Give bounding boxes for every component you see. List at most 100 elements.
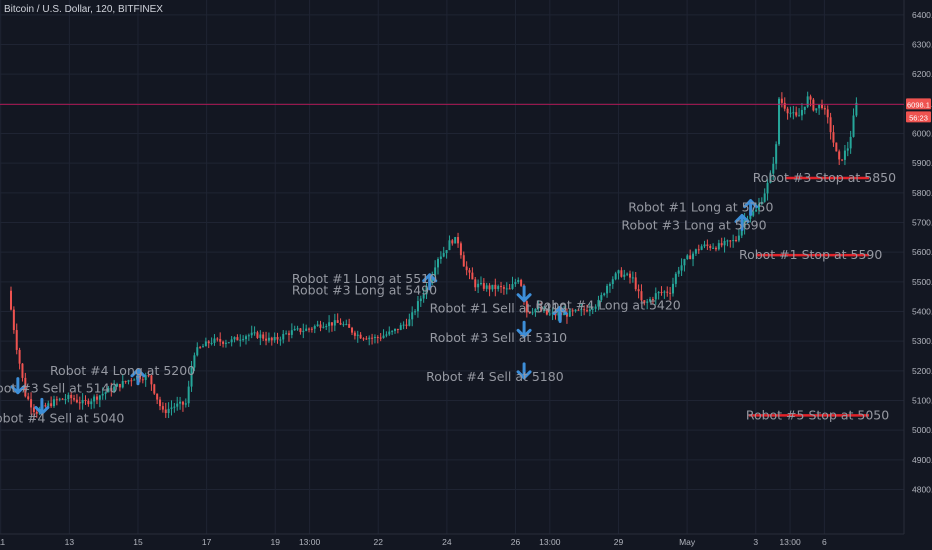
candle-body [116, 383, 119, 387]
arrow-head [34, 405, 50, 415]
candle-body [239, 339, 242, 341]
candle-body [190, 367, 193, 387]
arrow-up-icon [734, 214, 750, 231]
candle-body [654, 293, 657, 300]
x-tick-label: 29 [614, 537, 624, 547]
y-tick-label: 5500.0 [912, 277, 932, 287]
candle-body [651, 299, 654, 301]
candle-body [735, 240, 738, 242]
candle-body [686, 255, 689, 260]
candle-body [617, 270, 620, 274]
x-tick-label: 19 [271, 537, 281, 547]
candle-body [520, 280, 523, 286]
x-tick-label: 26 [511, 537, 521, 547]
candle-body [113, 386, 116, 392]
candle-body [262, 334, 265, 339]
arrow-head [734, 214, 750, 223]
candle-body [454, 237, 457, 244]
candle-body [316, 324, 319, 327]
candle-body [330, 322, 333, 326]
candle-body [273, 336, 276, 341]
candle-body [167, 408, 170, 414]
candle-body [124, 381, 127, 383]
candle-body [353, 332, 356, 336]
candle-body [479, 283, 482, 285]
candle-body [482, 283, 485, 289]
candle-body [279, 339, 282, 341]
candle-body [557, 312, 560, 316]
candle-body [663, 291, 666, 293]
candle-body [689, 255, 692, 260]
trade-annotation: Robot #4 Long at 5420 [536, 298, 681, 313]
candle-body [726, 240, 729, 242]
candle-body [775, 144, 778, 164]
x-tick-label: 17 [202, 537, 212, 547]
candle-body [244, 336, 247, 340]
candle-body [285, 333, 288, 335]
y-tick-label: 4800.0 [912, 485, 932, 495]
candle-body [620, 270, 623, 277]
x-tick-label: May [679, 537, 696, 547]
candle-body [511, 284, 514, 289]
candle-body [296, 328, 299, 330]
candle-body [359, 334, 362, 339]
candle-body [61, 398, 64, 400]
candle-body [792, 112, 795, 114]
candle-body [256, 332, 259, 338]
candle-body [110, 388, 113, 392]
candle-body [81, 399, 84, 404]
candle-body [508, 288, 511, 290]
candle-body [640, 291, 643, 301]
y-tick-label: 5200.0 [912, 366, 932, 376]
x-tick-label: 15 [133, 537, 143, 547]
candle-body [451, 240, 454, 244]
candle-body [118, 383, 121, 388]
arrow-head [422, 273, 438, 283]
candle-body [222, 341, 225, 344]
trade-annotation: Robot #5 Stop at 5050 [746, 407, 889, 422]
candle-body [485, 285, 488, 289]
trade-annotation: Robot #4 Sell at 5040 [0, 410, 124, 425]
x-tick-label: 24 [442, 537, 452, 547]
countdown-tag [906, 111, 931, 123]
candle-body [766, 182, 769, 194]
arrow-up-icon [743, 199, 759, 217]
arrow-up-icon [130, 368, 146, 386]
y-tick-label: 5000.0 [912, 425, 932, 435]
candle-body [138, 375, 141, 380]
candle-body [448, 240, 451, 251]
countdown-value: 56:23 [909, 113, 928, 122]
candle-body [712, 247, 715, 249]
arrow-down-icon [34, 397, 50, 415]
candle-body [674, 273, 677, 284]
candle-body [563, 313, 566, 316]
candle-body [729, 240, 732, 242]
candle-body [213, 338, 216, 343]
candle-body [692, 253, 695, 260]
candle-body [577, 309, 580, 311]
candle-body [98, 395, 101, 400]
trade-annotation: Robot #4 Long at 5200 [50, 363, 195, 378]
trade-annotation: Robot #1 Sell at 5410 [430, 301, 568, 316]
candle-body [282, 333, 285, 340]
candle-body [709, 245, 712, 248]
trade-annotation: Robot #3 Stop at 5850 [753, 170, 896, 185]
candle-body [760, 201, 763, 205]
candle-body [230, 339, 233, 343]
candle-body [700, 246, 703, 250]
candle-body [694, 249, 697, 254]
candle-body [611, 279, 614, 285]
candle-body [439, 256, 442, 260]
candle-body [411, 312, 414, 320]
candle-body [789, 112, 792, 114]
candle-body [528, 312, 531, 314]
candle-body [73, 398, 76, 400]
candle-body [477, 283, 480, 288]
time-axis[interactable]: 11 13 15 17 19 13:00 22 24 26 13:00 29 May 3 13:00 6 [0, 537, 827, 547]
candle-body [394, 328, 397, 331]
trade-annotation: Robot #1 Stop at 5590 [739, 247, 882, 262]
candle-body [399, 325, 402, 330]
x-tick-label: 6 [822, 537, 827, 547]
candle-body [336, 320, 339, 323]
